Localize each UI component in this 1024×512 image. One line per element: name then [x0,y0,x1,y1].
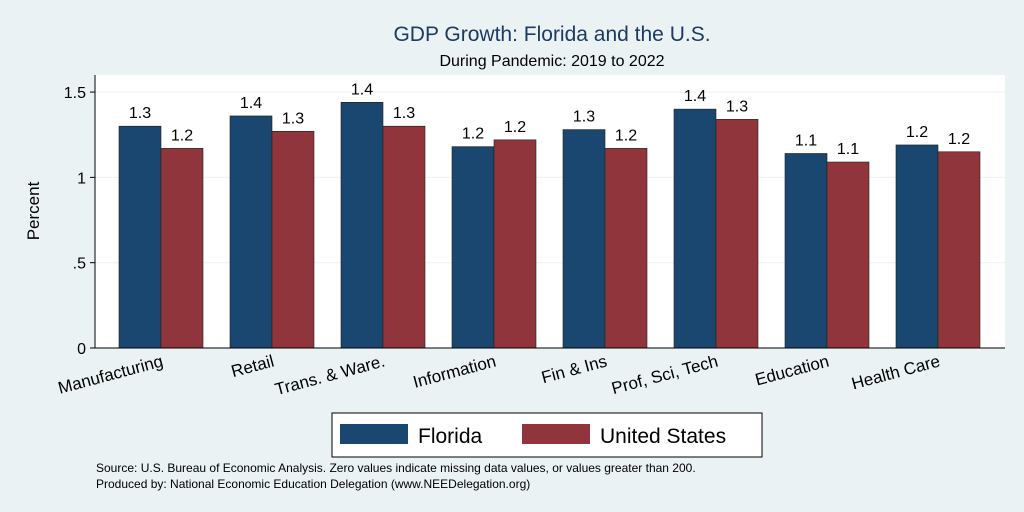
source-note: Source: U.S. Bureau of Economic Analysis… [96,461,696,475]
legend-swatch-united-states [522,424,590,444]
data-label: 1.4 [684,88,706,105]
bar [562,129,606,349]
data-label: 1.2 [948,131,970,148]
data-label: 1.3 [573,109,595,126]
data-labels: 1.3 1.2 1.4 1.3 1.4 1.3 1.2 1.2 1.3 1.2 1.4 1.3 1.1 1… [129,81,970,158]
y-tick-label: 0 [77,341,86,358]
legend-label-united-states: United States [600,425,726,448]
data-label: 1.3 [129,105,151,122]
data-label: 1.4 [351,81,373,98]
bars [118,102,981,349]
produced-by-note: Produced by: National Economic Education… [96,477,530,491]
data-label: 1.2 [171,127,193,144]
data-label: 1.2 [462,126,484,143]
data-label: 1.1 [795,132,817,149]
x-tick-label: Retail [229,352,276,382]
bar [826,161,870,349]
data-label: 1.2 [906,124,928,141]
x-tick-label: Information [411,352,498,392]
data-label: 1.3 [726,98,748,115]
chart-subtitle: During Pandemic: 2019 to 2022 [439,53,664,70]
bar [604,148,648,349]
bar [784,153,828,349]
data-label: 1.3 [282,110,304,127]
x-tick-label: Health Care [849,352,942,394]
chart-title: GDP Growth: Florida and the U.S. [393,23,710,46]
y-tick-label: .5 [73,256,86,273]
bar [382,125,426,349]
x-tick-label: Manufacturing [56,352,165,398]
x-tick-label: Prof, Sci, Tech [610,352,720,399]
data-label: 1.4 [240,95,262,112]
bar [340,102,384,349]
y-tick-label: 1.5 [64,85,86,102]
bar [493,139,537,349]
bar [715,119,759,349]
y-axis-label: Percent [24,181,43,240]
x-tick-label: Education [753,352,831,390]
legend-swatch-florida [340,424,408,444]
data-label: 1.2 [504,119,526,136]
bar [229,115,273,349]
bar [937,151,981,349]
x-tick-label: Fin & Ins [539,352,609,388]
bar [673,108,717,349]
y-axis: 0 .5 1 1.5 [64,75,96,358]
data-label: 1.1 [837,141,859,158]
bar [451,146,495,349]
data-label: 1.3 [393,105,415,122]
legend: Florida United States [331,412,763,458]
bar [160,148,204,349]
bar [118,125,162,349]
bar [271,131,315,349]
bar [895,144,939,349]
x-tick-label: Trans. & Ware. [273,352,387,400]
y-tick-label: 1 [77,170,86,187]
data-label: 1.2 [615,127,637,144]
legend-label-florida: Florida [418,425,483,448]
